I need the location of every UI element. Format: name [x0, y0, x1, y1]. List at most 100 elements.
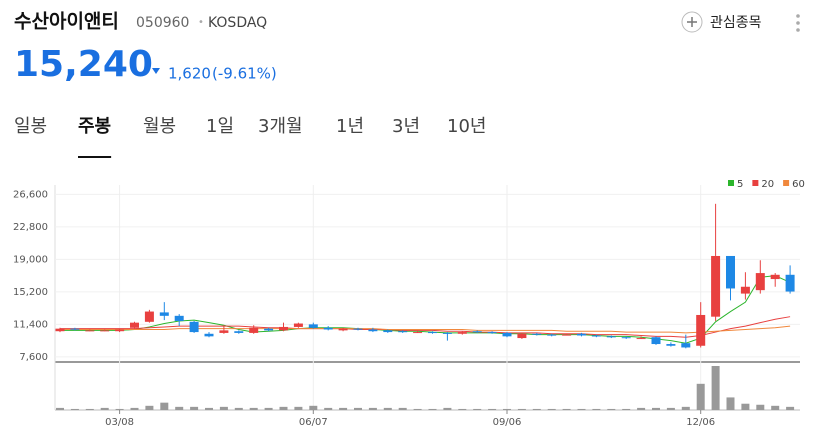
candle-body	[442, 332, 452, 334]
candle-body	[323, 327, 333, 330]
volume-bar	[100, 407, 109, 410]
volume-bar	[219, 406, 228, 410]
candle-body	[472, 331, 482, 333]
price: 15,240	[14, 44, 153, 85]
dot	[796, 14, 800, 18]
candle-body	[636, 338, 646, 340]
candle-body	[249, 327, 259, 333]
volume-bar	[622, 408, 631, 410]
legend-label: 5	[737, 179, 743, 190]
candle-body	[204, 333, 214, 337]
candle-body	[711, 255, 721, 317]
candle-body	[428, 332, 437, 334]
tab-bar: 일봉 주봉 월봉 1일 3개월 1년 3년 10년	[14, 116, 486, 158]
volume-bar	[756, 404, 765, 410]
y-tick-label: 7,600	[19, 352, 48, 363]
legend-swatch	[783, 180, 790, 186]
stock-name: 수산아이앤티	[14, 11, 119, 33]
volume-bar	[726, 397, 735, 410]
y-tick-label: 22,800	[13, 222, 48, 233]
tab[interactable]: 월봉	[143, 116, 176, 137]
volume-bar	[473, 408, 482, 410]
watch-button[interactable]: 관심종목	[681, 11, 762, 33]
volume-bar	[249, 407, 258, 410]
volume-bar	[577, 408, 586, 410]
volume-bar	[428, 408, 437, 410]
candle-body	[785, 274, 795, 292]
candle-body	[547, 334, 557, 336]
volume-bar	[711, 366, 720, 410]
candle-body	[353, 328, 363, 330]
candle-body	[234, 331, 244, 333]
watch-label: 관심종목	[710, 15, 762, 31]
candle-body	[502, 332, 512, 337]
tab[interactable]: 주봉	[78, 116, 111, 137]
tab[interactable]: 일봉	[14, 116, 47, 137]
volume-bar	[458, 408, 467, 410]
volume-bar	[368, 407, 377, 410]
stock-code: 050960	[136, 15, 189, 31]
more-menu[interactable]	[796, 14, 800, 32]
candle-body	[189, 321, 199, 333]
candle-body	[681, 343, 691, 348]
tab[interactable]: 10년	[447, 116, 486, 137]
y-tick-label: 19,000	[13, 254, 48, 265]
change-pct: (-9.61%)	[212, 65, 277, 83]
x-tick-label: 09/06	[493, 417, 522, 428]
candle-body	[293, 323, 303, 327]
candle-body	[338, 328, 348, 331]
candle-body	[621, 337, 631, 339]
volume-bar	[70, 408, 79, 410]
volume-bar	[532, 408, 541, 410]
volume-bar	[666, 407, 675, 410]
ma-line	[60, 325, 791, 334]
change: 1,620	[168, 65, 211, 83]
volume-bar	[234, 407, 243, 410]
candle-body	[517, 333, 527, 339]
candle-body	[726, 255, 735, 289]
x-tick-label: 06/07	[299, 417, 328, 428]
volume-bar	[145, 405, 154, 410]
tab[interactable]: 1일	[206, 116, 234, 137]
tab[interactable]: 3개월	[258, 116, 303, 137]
candle-body	[577, 333, 586, 336]
candle-body	[279, 326, 288, 331]
separator: •	[198, 17, 204, 28]
volume-bar	[681, 406, 690, 410]
volume-bar	[652, 407, 660, 410]
candle-body	[70, 328, 80, 330]
volume-bar	[607, 408, 616, 410]
legend-label: 20	[761, 179, 774, 190]
candle-body	[130, 322, 139, 328]
candle-body	[383, 330, 393, 333]
volume-bar	[786, 406, 795, 410]
chart: 7,600 11,400 15,200 19,000 22,800 26,600 03/08…	[13, 179, 805, 428]
volume-bar	[160, 402, 169, 410]
market: KOSDAQ	[208, 15, 267, 31]
tab[interactable]: 3년	[392, 116, 420, 137]
volume-bar	[741, 403, 750, 410]
x-tick-label: 12/06	[686, 417, 715, 428]
volume-bar	[443, 407, 452, 410]
plus-sign	[687, 17, 697, 27]
volume-bar	[547, 408, 556, 410]
y-tick-label: 11,400	[13, 319, 48, 330]
tab[interactable]: 1년	[336, 116, 364, 137]
volume-bar	[413, 408, 422, 410]
candle-body	[740, 286, 750, 294]
candle-body	[100, 330, 110, 332]
candle-body	[606, 336, 616, 338]
candle-body	[398, 331, 408, 333]
volume-bar	[294, 406, 303, 410]
candle-body	[85, 330, 95, 332]
plus-icon	[681, 11, 703, 33]
candle-body	[219, 330, 229, 333]
y-tick-label: 15,200	[13, 287, 48, 298]
legend-swatch	[752, 180, 759, 186]
volume-bar	[190, 406, 199, 410]
volume-bar	[339, 407, 348, 410]
candle-body	[144, 311, 154, 322]
volume-bar	[309, 405, 318, 410]
candle-body	[264, 328, 274, 331]
